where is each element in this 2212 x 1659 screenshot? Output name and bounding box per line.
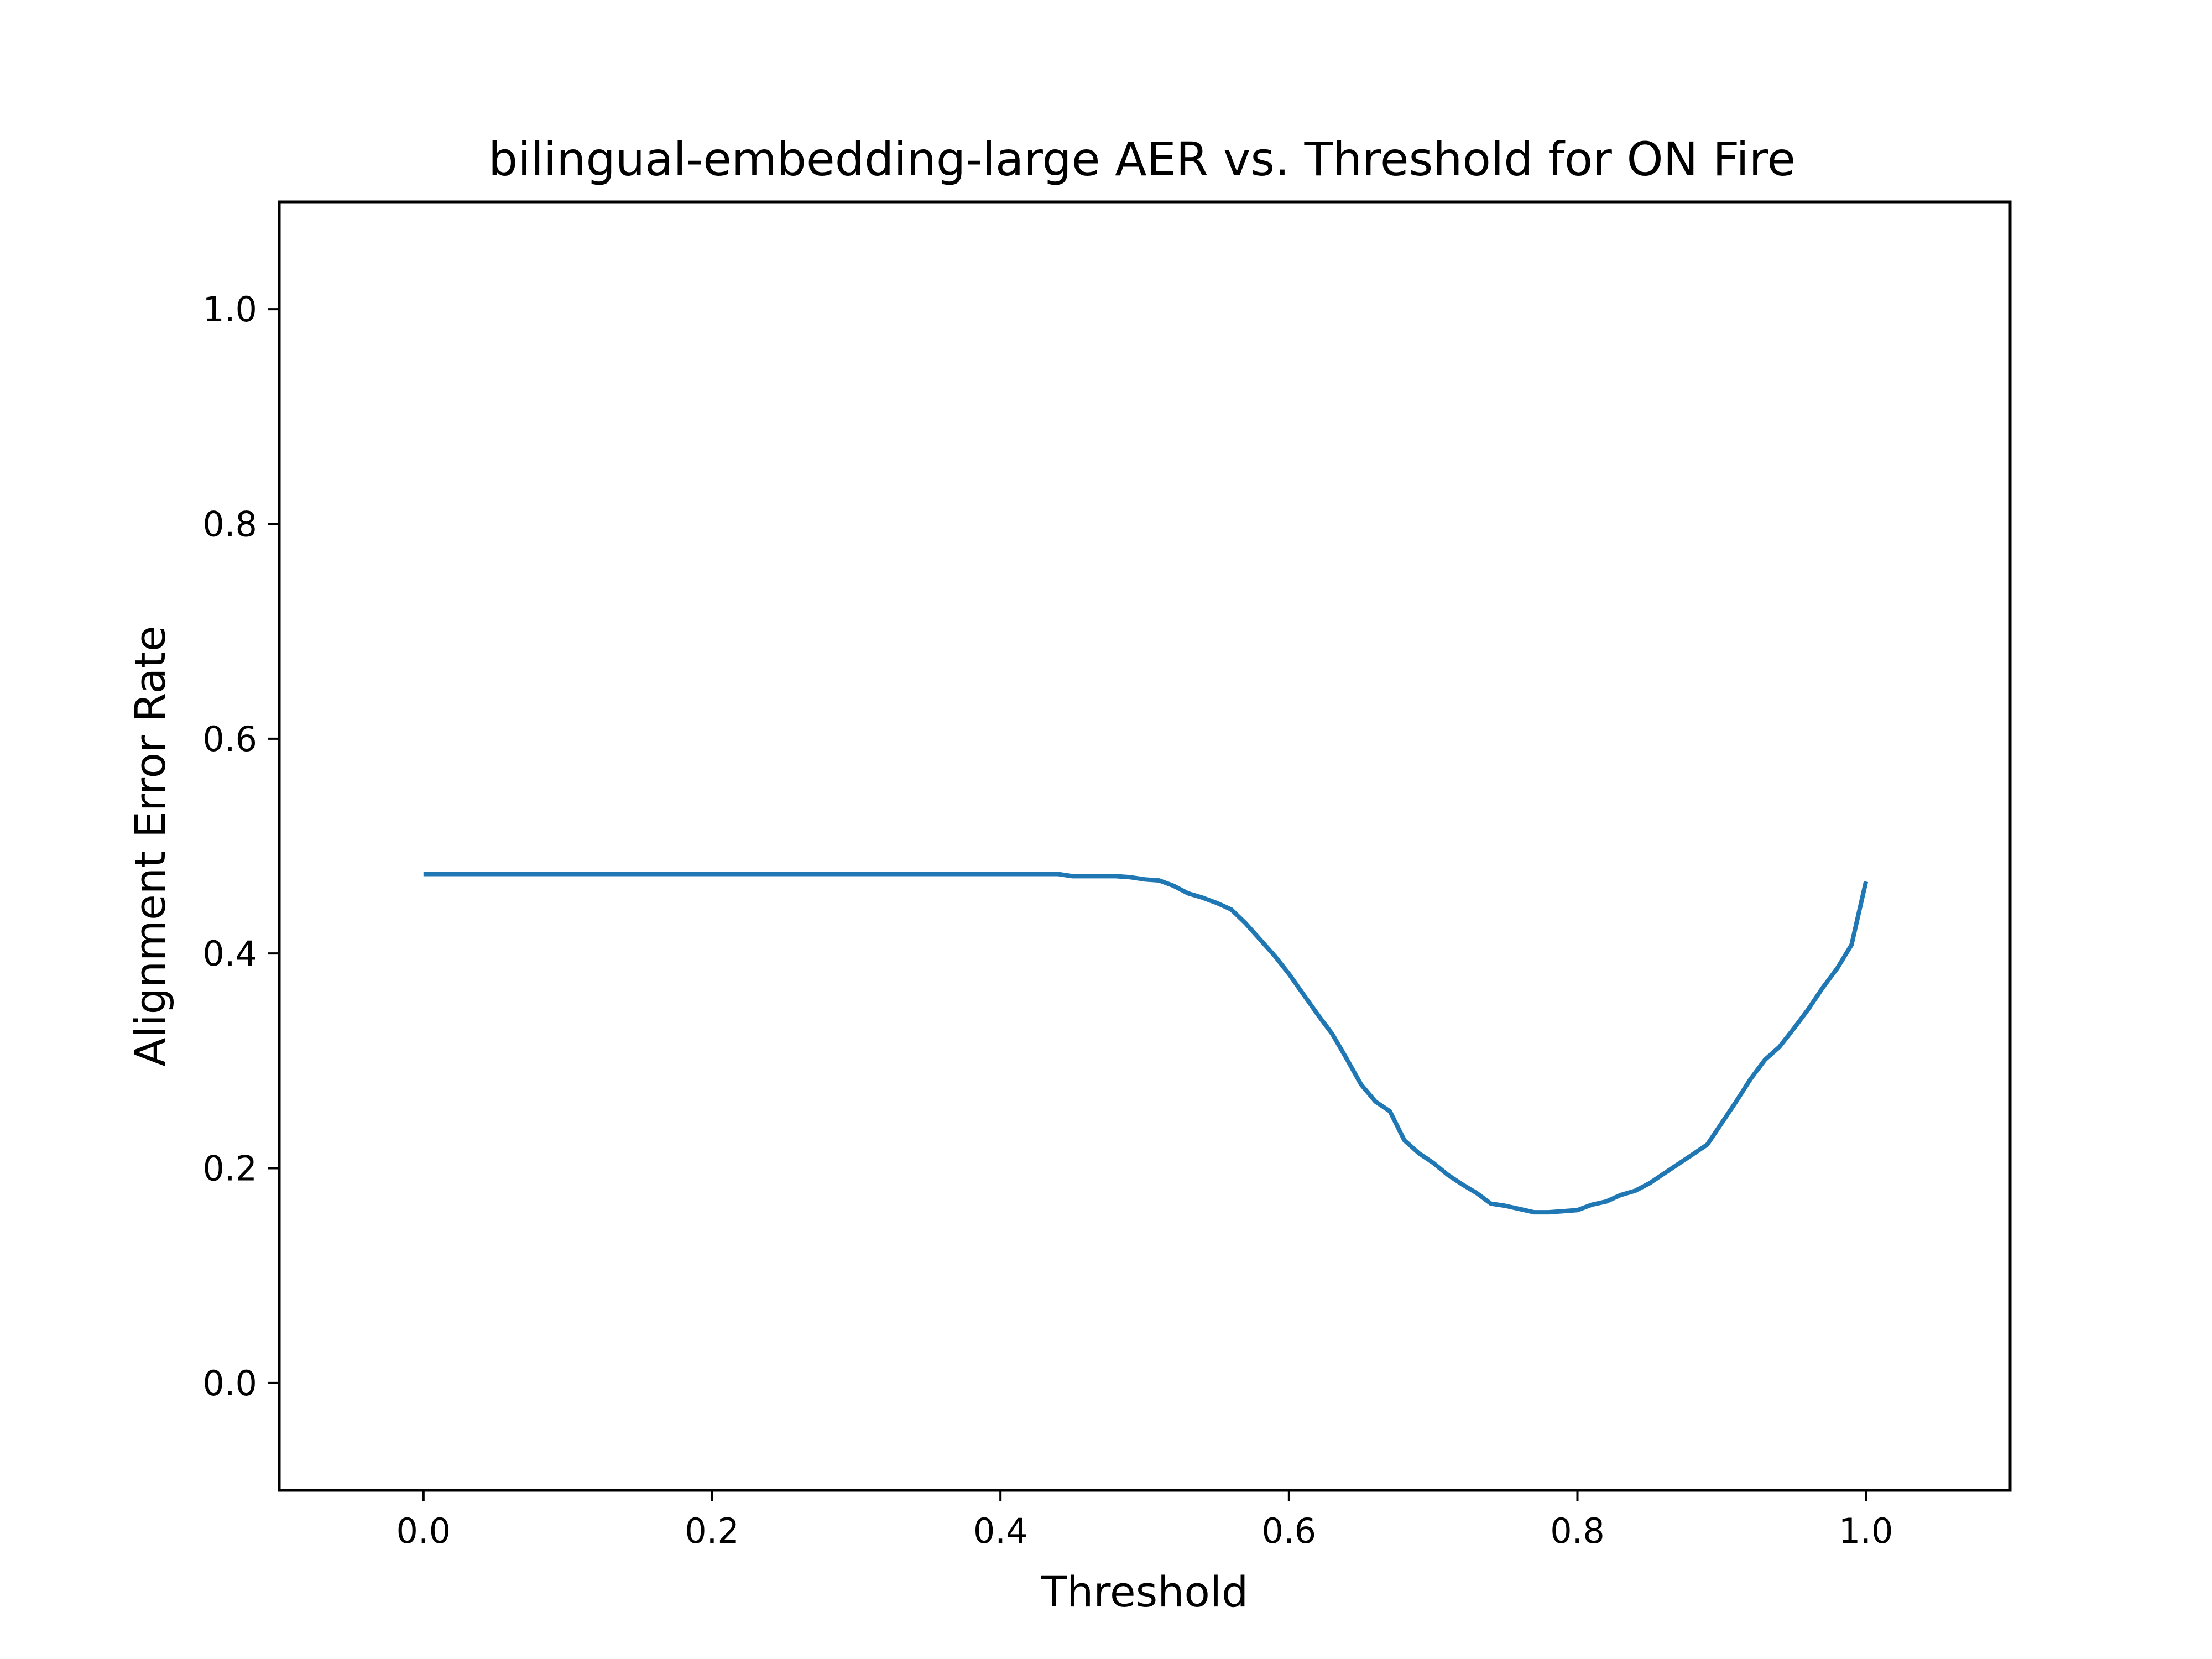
x-axis: 0.0 0.2 0.4 0.6 0.8 1.0 [397, 1490, 1893, 1551]
data-layer [423, 872, 1869, 1215]
y-tick-label: 0.4 [202, 933, 257, 974]
axes-frame [278, 200, 2012, 1492]
y-tick-label: 0.2 [202, 1149, 257, 1189]
plot-area [278, 200, 2012, 1492]
y-axis: 0.0 0.2 0.4 0.6 0.8 1.0 [202, 289, 279, 1404]
chart-title: bilingual-embedding-large AER vs. Thresh… [488, 132, 1796, 186]
x-tick-label: 1.0 [1839, 1511, 1893, 1551]
x-tick-label: 0.0 [397, 1511, 451, 1551]
x-tick-label: 0.6 [1262, 1511, 1317, 1551]
x-tick-label: 0.4 [973, 1511, 1028, 1551]
y-tick-label: 0.0 [202, 1363, 257, 1404]
y-axis-label: Alignment Error Rate [126, 625, 175, 1066]
y-tick-label: 0.6 [202, 719, 257, 759]
series-line-0 [423, 872, 1869, 1215]
x-axis-label: Threshold [1041, 1567, 1249, 1616]
x-tick-label: 0.8 [1550, 1511, 1605, 1551]
x-tick-label: 0.2 [685, 1511, 739, 1551]
y-tick-label: 0.8 [202, 504, 257, 545]
y-tick-label: 1.0 [202, 289, 257, 330]
